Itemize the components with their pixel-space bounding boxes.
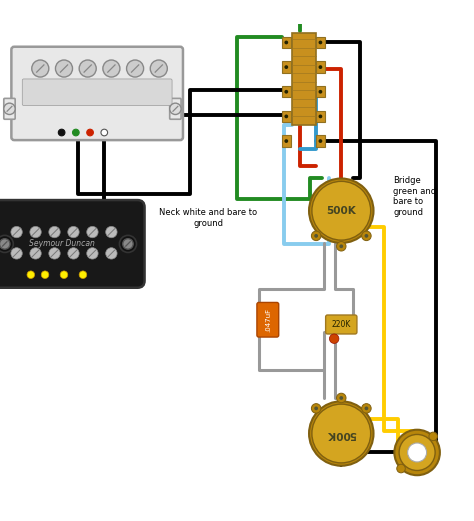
Circle shape	[314, 234, 318, 238]
Circle shape	[394, 430, 440, 475]
Circle shape	[329, 334, 339, 343]
Circle shape	[87, 247, 98, 259]
FancyBboxPatch shape	[11, 47, 183, 140]
Circle shape	[362, 404, 371, 413]
Circle shape	[49, 226, 60, 238]
Circle shape	[103, 60, 120, 77]
Circle shape	[73, 129, 79, 136]
Circle shape	[4, 103, 15, 115]
FancyBboxPatch shape	[170, 98, 181, 119]
Text: Bridge
green and
bare to
ground: Bridge green and bare to ground	[393, 177, 437, 217]
Circle shape	[79, 60, 96, 77]
Circle shape	[49, 247, 60, 259]
Text: .047uF: .047uF	[265, 308, 271, 332]
Text: 500K: 500K	[327, 428, 356, 439]
Bar	[316, 135, 325, 147]
Circle shape	[284, 90, 288, 94]
Circle shape	[319, 65, 322, 69]
Circle shape	[408, 443, 427, 462]
Circle shape	[87, 129, 93, 136]
Text: Neck white and bare to
ground: Neck white and bare to ground	[159, 208, 258, 228]
Bar	[316, 111, 325, 122]
Bar	[282, 135, 291, 147]
Circle shape	[319, 139, 322, 143]
Circle shape	[11, 247, 22, 259]
Circle shape	[87, 226, 98, 238]
Circle shape	[41, 271, 49, 279]
Circle shape	[365, 406, 368, 410]
Circle shape	[311, 231, 321, 241]
Circle shape	[319, 41, 322, 44]
Bar	[316, 37, 325, 48]
Circle shape	[319, 90, 322, 94]
Circle shape	[119, 235, 137, 253]
Bar	[282, 86, 291, 97]
FancyBboxPatch shape	[4, 98, 15, 119]
Circle shape	[312, 181, 371, 240]
Circle shape	[11, 226, 22, 238]
Circle shape	[284, 115, 288, 118]
Bar	[316, 61, 325, 73]
Circle shape	[284, 65, 288, 69]
Circle shape	[314, 406, 318, 410]
Circle shape	[58, 129, 65, 136]
FancyBboxPatch shape	[257, 303, 279, 337]
Circle shape	[339, 396, 343, 400]
FancyBboxPatch shape	[22, 79, 172, 105]
Circle shape	[127, 60, 144, 77]
Circle shape	[32, 60, 49, 77]
Bar	[292, 33, 316, 126]
Circle shape	[0, 239, 10, 249]
Text: Seymour Duncan: Seymour Duncan	[29, 240, 94, 249]
Circle shape	[79, 271, 87, 279]
Circle shape	[106, 226, 117, 238]
Circle shape	[150, 60, 167, 77]
Circle shape	[429, 432, 438, 441]
Bar	[316, 86, 325, 97]
Bar	[282, 37, 291, 48]
Circle shape	[319, 115, 322, 118]
Circle shape	[309, 401, 374, 466]
Circle shape	[312, 404, 371, 463]
Circle shape	[397, 464, 405, 473]
Circle shape	[0, 235, 13, 253]
FancyBboxPatch shape	[326, 315, 357, 334]
Circle shape	[309, 179, 374, 243]
Circle shape	[284, 41, 288, 44]
Circle shape	[284, 139, 288, 143]
Circle shape	[60, 271, 68, 279]
FancyBboxPatch shape	[0, 200, 145, 288]
Circle shape	[311, 404, 321, 413]
Circle shape	[68, 247, 79, 259]
Text: 220K: 220K	[332, 320, 351, 329]
Bar	[282, 61, 291, 73]
Circle shape	[68, 226, 79, 238]
Circle shape	[27, 271, 35, 279]
Circle shape	[30, 226, 41, 238]
Bar	[282, 111, 291, 122]
Circle shape	[362, 231, 371, 241]
Circle shape	[337, 242, 346, 251]
Circle shape	[101, 129, 108, 136]
Circle shape	[106, 247, 117, 259]
Circle shape	[55, 60, 73, 77]
Text: 500K: 500K	[327, 206, 356, 216]
Circle shape	[365, 234, 368, 238]
Circle shape	[337, 393, 346, 403]
Circle shape	[339, 244, 343, 248]
Circle shape	[30, 247, 41, 259]
Circle shape	[399, 435, 435, 470]
Circle shape	[170, 103, 181, 115]
Circle shape	[123, 239, 133, 249]
